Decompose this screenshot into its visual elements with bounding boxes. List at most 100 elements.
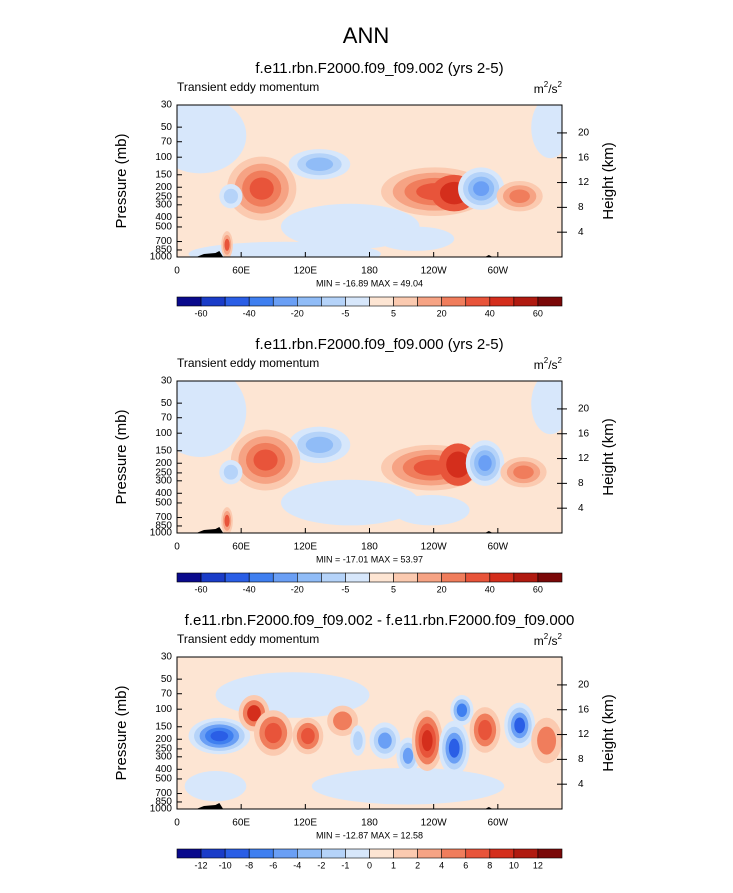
contour-fill	[253, 449, 278, 471]
contour-fill	[247, 705, 261, 722]
panel-title: f.e11.rbn.F2000.f09_f09.002 - f.e11.rbn.…	[185, 612, 575, 629]
y2-tick-label: 12	[578, 177, 590, 188]
y2-tick-label: 8	[578, 478, 584, 489]
contour-fill	[188, 241, 382, 257]
contour-fill	[223, 188, 239, 204]
colorbar-label: 20	[437, 308, 447, 318]
x-tick-label: 180	[361, 542, 378, 553]
y2-tick-label: 16	[578, 152, 590, 163]
x-tick-label: 180	[361, 818, 378, 829]
contour-fill	[177, 105, 247, 174]
contour-fill	[402, 747, 414, 764]
units-exponent: 2	[544, 356, 549, 365]
contour-fill	[249, 177, 274, 200]
y-tick-label: 30	[161, 652, 173, 663]
colorbar-label: 0	[367, 860, 372, 870]
contour-fill	[514, 717, 526, 734]
colorbar-label: -1	[341, 860, 349, 870]
colorbar-label: 60	[533, 308, 543, 318]
contour-fill	[184, 771, 247, 802]
units: m2/s2	[534, 632, 563, 648]
colorbar-label: 5	[391, 308, 396, 318]
contour-fill	[478, 719, 492, 741]
y-tick-label: 400	[155, 212, 172, 223]
contour-fill	[353, 731, 363, 750]
contour-fill	[305, 436, 334, 453]
colorbar-box	[224, 848, 250, 859]
panel-title: f.e11.rbn.F2000.f09_f09.000 (yrs 2-5)	[255, 336, 503, 353]
colorbar-box	[393, 296, 418, 307]
panel-title: f.e11.rbn.F2000.f09_f09.002 (yrs 2-5)	[255, 60, 503, 77]
contour-fill	[223, 464, 239, 480]
y-tick-label: 500	[155, 498, 172, 509]
colorbar-box	[200, 848, 226, 859]
units: m2/s2	[534, 80, 563, 96]
y-tick-label: 300	[155, 199, 172, 210]
contour-fill	[473, 181, 490, 197]
x-tick-label: 0	[174, 818, 180, 829]
stats: MIN = -16.89 MAX = 49.04	[316, 278, 423, 288]
colorbar-label: 5	[391, 584, 396, 594]
y-axis-label: Pressure (mb)	[113, 133, 130, 228]
y-tick-label: 400	[155, 764, 172, 775]
y-tick-label: 50	[161, 122, 173, 133]
colorbar-box	[513, 296, 539, 307]
y-tick-label: 1000	[150, 252, 173, 263]
y2-tick-label: 20	[578, 404, 590, 415]
colorbar-box	[345, 572, 370, 583]
contour-field	[177, 381, 562, 533]
colorbar-box	[441, 296, 467, 307]
colorbar-box	[321, 848, 346, 859]
contour-fill	[333, 711, 353, 731]
colorbar-box	[200, 572, 226, 583]
colorbar-label: -2	[317, 860, 325, 870]
colorbar-box	[369, 848, 394, 859]
colorbar-box	[441, 572, 467, 583]
colorbar-label: 10	[509, 860, 519, 870]
contour-field	[177, 657, 562, 809]
y2-tick-label: 12	[578, 453, 590, 464]
colorbar-box	[465, 848, 491, 859]
x-tick-label: 60W	[488, 818, 509, 829]
y-tick-label: 100	[155, 152, 172, 163]
contour-fill	[421, 730, 433, 752]
colorbar-label: -60	[195, 308, 208, 318]
y2-tick-label: 8	[578, 202, 584, 213]
contour-fill	[305, 157, 334, 172]
y-tick-label: 30	[161, 100, 173, 111]
colorbar-box	[489, 296, 515, 307]
y-tick-label: 700	[155, 236, 172, 247]
colorbar-box	[489, 572, 515, 583]
panel-subtitle: Transient eddy momentum	[177, 632, 319, 646]
x-tick-label: 120E	[294, 266, 318, 277]
x-tick-label: 120W	[421, 266, 448, 277]
colorbar-label: -40	[243, 584, 256, 594]
contour-fill	[456, 703, 468, 717]
colorbar-box	[272, 848, 298, 859]
colorbar-label: 40	[485, 308, 495, 318]
colorbar-label: -12	[195, 860, 208, 870]
units-base: m	[534, 82, 544, 96]
y2-tick-label: 20	[578, 128, 590, 139]
colorbar-label: 8	[487, 860, 492, 870]
y-tick-label: 400	[155, 488, 172, 499]
y-tick-label: 250	[155, 468, 172, 479]
colorbar-box	[537, 848, 563, 859]
stats: MIN = -12.87 MAX = 12.58	[316, 830, 423, 840]
x-tick-label: 120E	[294, 818, 318, 829]
x-tick-label: 120E	[294, 542, 318, 553]
colorbar-box	[417, 848, 442, 859]
panel-subtitle: Transient eddy momentum	[177, 80, 319, 94]
colorbar-box	[441, 848, 467, 859]
contour-fill	[301, 727, 315, 745]
units: m2/s2	[534, 356, 563, 372]
colorbar-label: -6	[269, 860, 277, 870]
colorbar-box	[321, 296, 346, 307]
colorbar-label: 6	[463, 860, 468, 870]
colorbar-box	[272, 572, 298, 583]
y2-tick-label: 16	[578, 428, 590, 439]
colorbar-box	[297, 572, 322, 583]
y-tick-label: 50	[161, 398, 173, 409]
colorbar-box	[224, 572, 250, 583]
